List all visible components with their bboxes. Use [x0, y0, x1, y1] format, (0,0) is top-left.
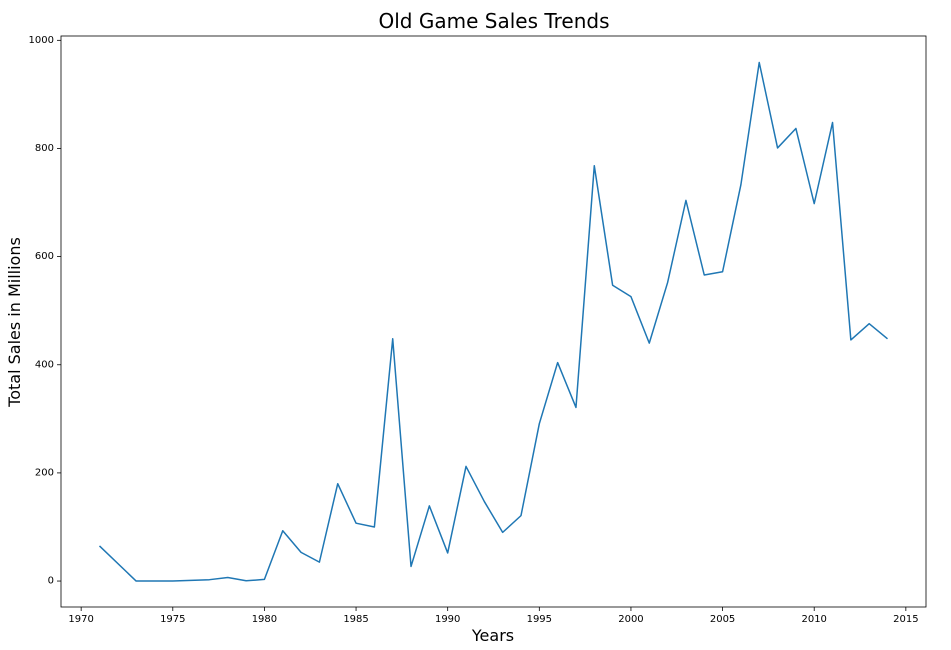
x-axis-label: Years [471, 626, 514, 645]
x-tick-label: 2005 [710, 614, 735, 625]
plot-area-frame [60, 35, 927, 608]
x-axis-ticks: 1970 1975 1980 1985 1990 1995 2000 2005 2010 2015 [68, 607, 919, 625]
x-tick-label: 2010 [801, 614, 826, 625]
series-line [98, 61, 888, 582]
y-tick-label: 600 [35, 251, 54, 262]
y-tick-label: 0 [48, 576, 54, 587]
x-tick-label: 1970 [68, 614, 93, 625]
x-tick-label: 1980 [252, 614, 277, 625]
y-tick-label: 400 [35, 359, 54, 370]
x-tick-label: 2015 [893, 614, 918, 625]
x-tick-label: 2000 [618, 614, 643, 625]
x-tick-label: 1995 [527, 614, 552, 625]
chart-title: Old Game Sales Trends [379, 9, 610, 33]
y-tick-label: 200 [35, 467, 54, 478]
x-tick-label: 1975 [160, 614, 185, 625]
x-tick-label: 1985 [343, 614, 368, 625]
y-tick-label: 800 [35, 143, 54, 154]
y-axis-ticks: 0 200 400 600 800 1000 [29, 35, 61, 587]
x-tick-label: 1990 [435, 614, 460, 625]
y-tick-label: 1000 [29, 35, 54, 46]
y-axis-label: Total Sales in Millions [5, 237, 24, 408]
